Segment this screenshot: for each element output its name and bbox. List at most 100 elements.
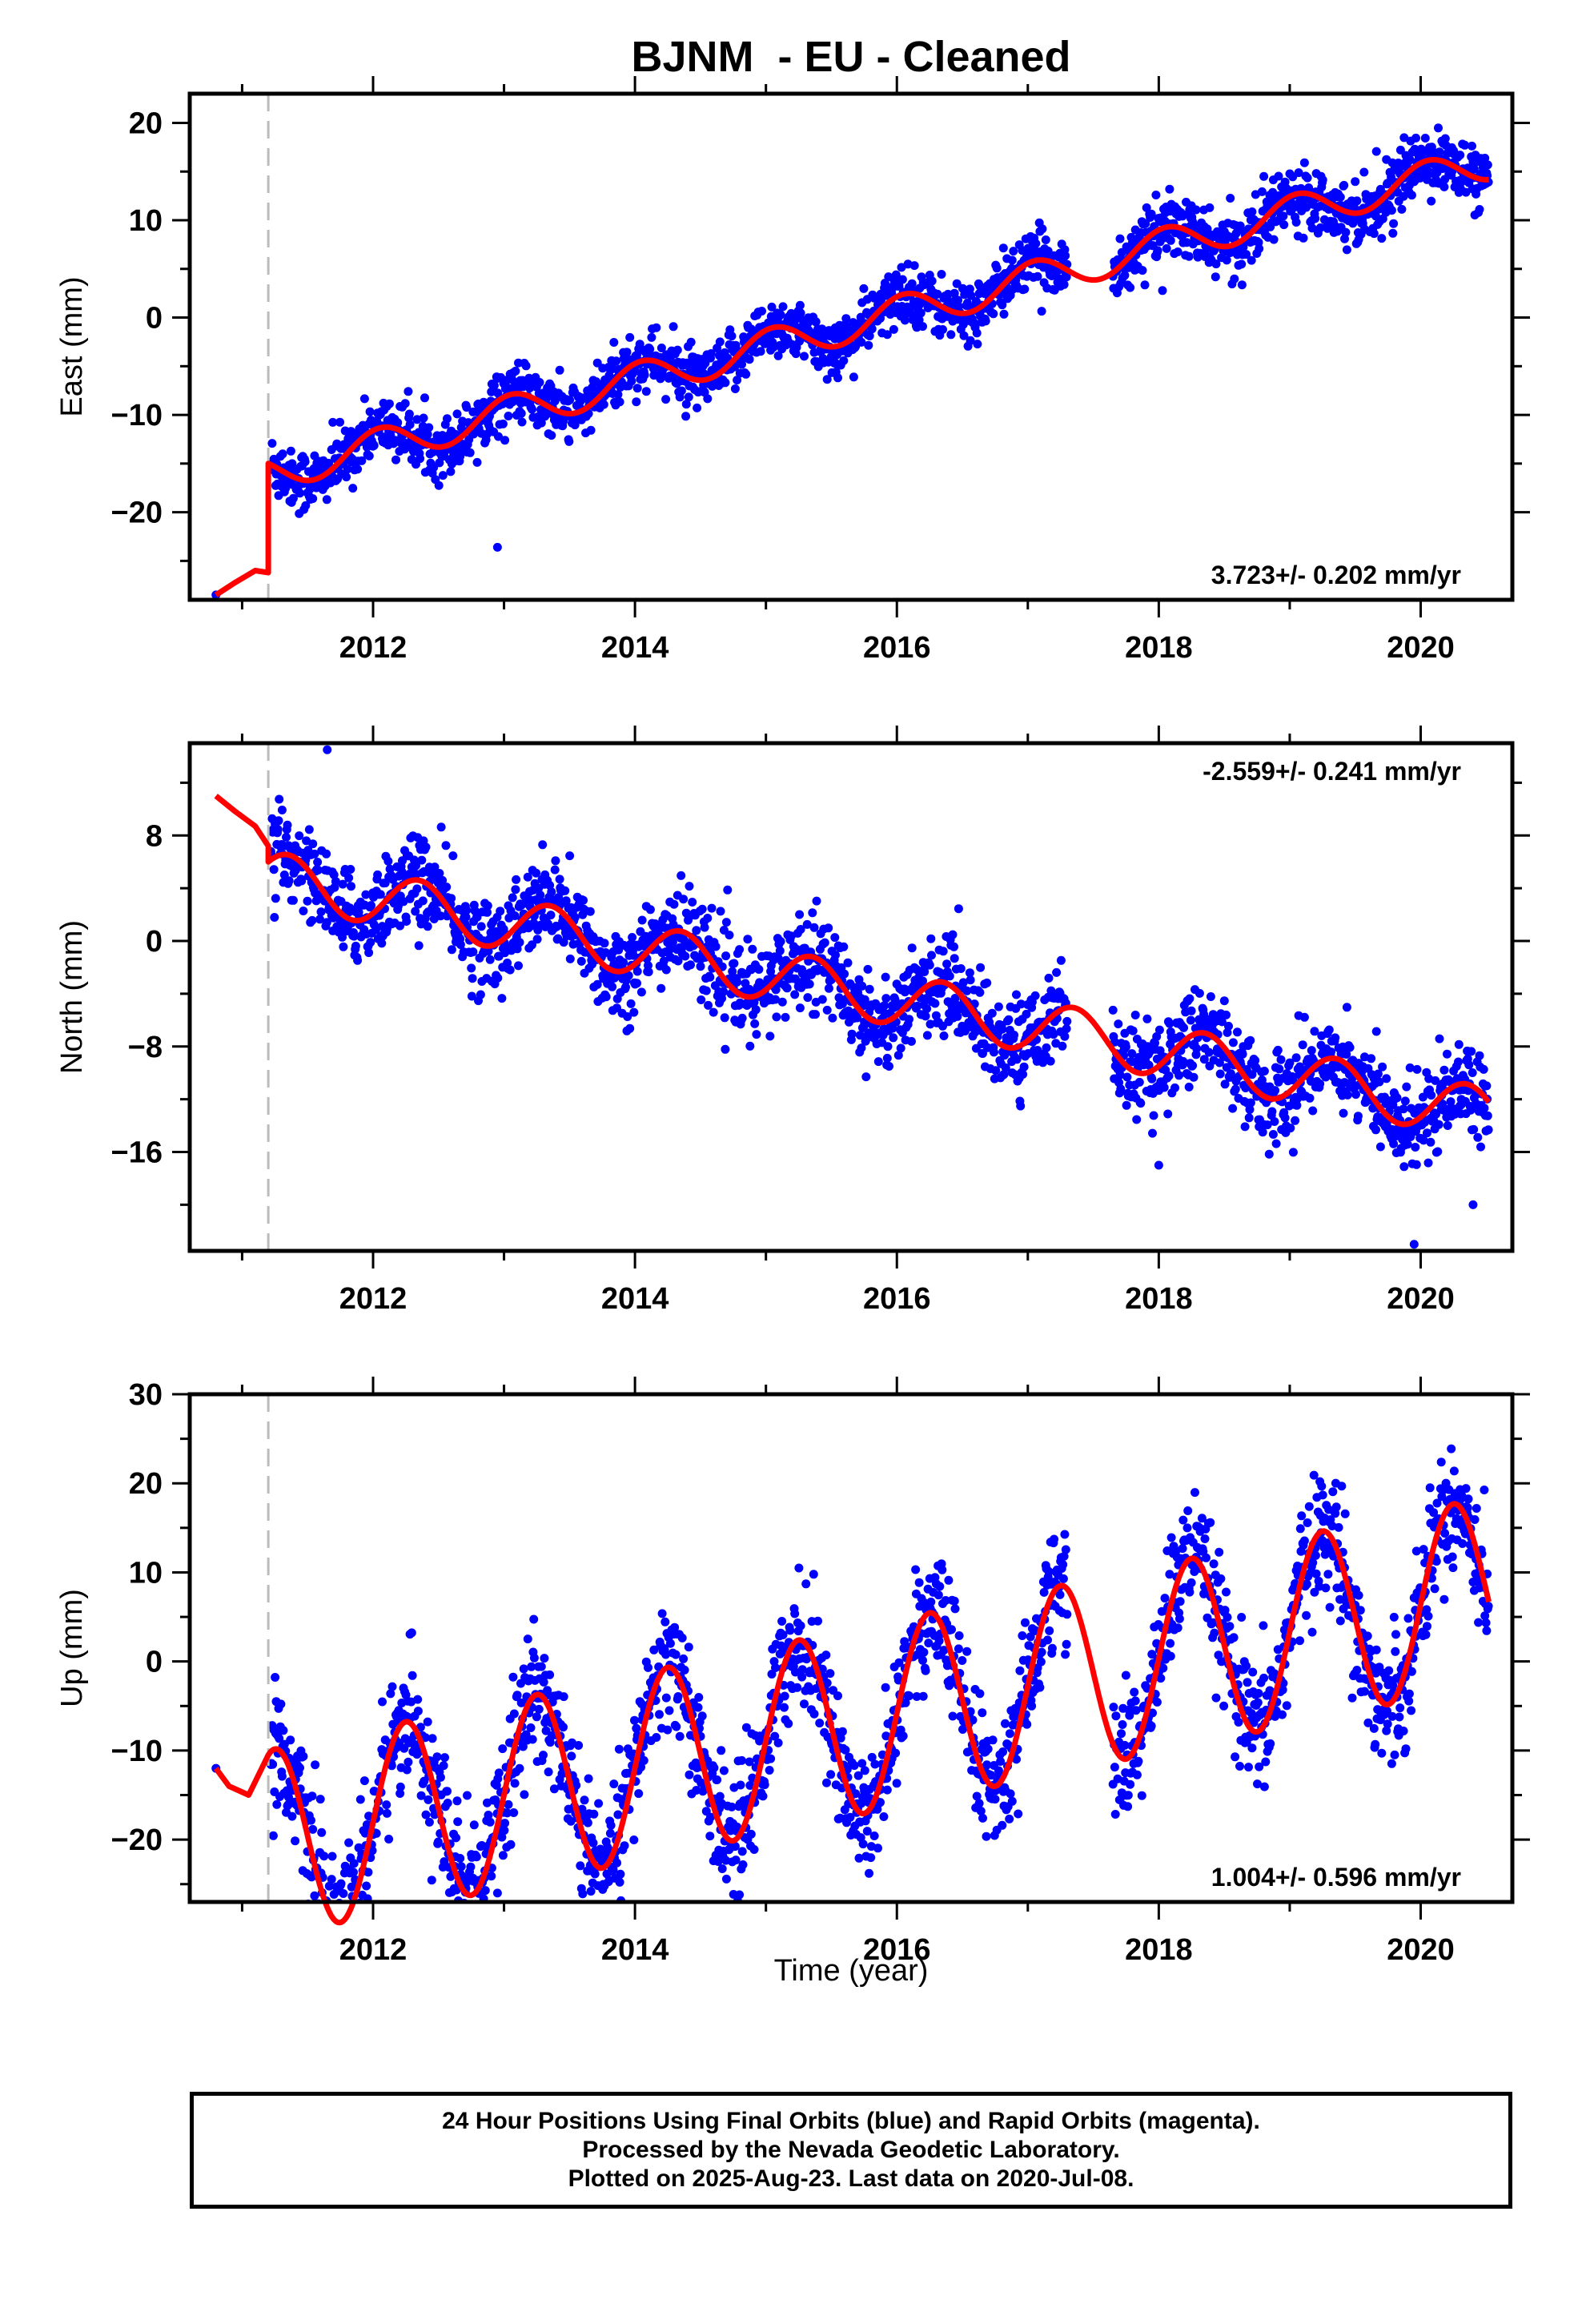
north-point <box>1403 1140 1412 1149</box>
east-point <box>308 494 318 504</box>
east-point <box>547 431 556 440</box>
up-point <box>672 1722 681 1731</box>
north-point <box>1010 1031 1019 1039</box>
up-point <box>719 1766 729 1775</box>
east-point <box>673 345 682 355</box>
north-point <box>795 910 805 919</box>
north-point <box>1339 1108 1348 1118</box>
east-point <box>857 337 866 347</box>
east-model-curve <box>214 157 1491 597</box>
north-point <box>942 959 952 969</box>
east-point <box>1009 247 1018 256</box>
up-point <box>736 1780 745 1790</box>
north-point <box>1144 1060 1154 1070</box>
up-point <box>532 1712 541 1722</box>
up-point <box>455 1908 464 1917</box>
east-point <box>295 489 304 498</box>
north-y-tick-label: 8 <box>146 819 163 853</box>
north-point <box>1001 1063 1010 1072</box>
east-point <box>472 457 482 467</box>
east-point <box>364 451 374 460</box>
north-point <box>1324 1025 1334 1035</box>
north-point <box>885 1062 893 1071</box>
north-point <box>965 968 974 978</box>
east-point <box>1237 280 1247 290</box>
east-y-tick-label: −20 <box>111 497 163 530</box>
north-point <box>802 919 812 929</box>
north-point <box>1115 1070 1125 1080</box>
north-point <box>765 1031 775 1041</box>
up-point <box>680 1665 689 1675</box>
east-point <box>891 270 901 279</box>
up-point <box>614 1744 624 1754</box>
north-point <box>1245 1105 1255 1114</box>
east-point <box>1247 255 1256 265</box>
up-point <box>336 1879 346 1888</box>
north-point <box>1433 1147 1443 1156</box>
north-point <box>303 896 312 906</box>
north-point <box>863 964 873 974</box>
north-point <box>950 942 958 951</box>
north-point <box>857 981 867 991</box>
north-point <box>1423 1128 1431 1138</box>
east-point <box>353 464 363 474</box>
north-point <box>939 1031 949 1040</box>
east-point <box>1237 259 1247 269</box>
up-point <box>458 1908 467 1917</box>
up-point <box>321 1933 330 1942</box>
up-point <box>559 1723 568 1732</box>
north-point <box>1412 1064 1422 1074</box>
up-point <box>580 1795 589 1805</box>
east-frame <box>187 91 1515 602</box>
east-point <box>1203 224 1212 234</box>
north-point <box>1475 1051 1484 1060</box>
north-point <box>532 935 542 944</box>
north-point <box>880 1001 889 1011</box>
east-point <box>1205 203 1215 212</box>
north-point <box>803 993 813 1003</box>
north-point <box>1244 1113 1254 1123</box>
north-point <box>1178 1056 1188 1066</box>
up-point <box>721 1874 731 1884</box>
east-point <box>1439 182 1449 191</box>
north-point <box>1174 1071 1184 1080</box>
up-point <box>348 1924 357 1933</box>
east-point <box>405 420 415 429</box>
north-point <box>322 918 331 927</box>
east-point <box>535 378 544 387</box>
east-point <box>1388 228 1398 238</box>
north-point <box>881 972 890 982</box>
north-point <box>703 914 713 923</box>
east-point <box>1480 154 1490 163</box>
north-point <box>1195 988 1204 998</box>
north-point <box>1464 1060 1474 1070</box>
up-point <box>574 1741 584 1750</box>
north-point <box>719 987 729 996</box>
up-point <box>307 1815 315 1825</box>
north-point <box>483 901 492 911</box>
east-point <box>965 284 974 294</box>
east-point <box>933 289 942 299</box>
east-point <box>1371 147 1381 156</box>
north-point <box>669 899 679 909</box>
east-point <box>946 330 956 340</box>
east-point <box>1291 218 1301 227</box>
north-point <box>1217 1017 1227 1027</box>
east-point <box>1299 233 1308 243</box>
east-point <box>622 348 632 357</box>
east-point <box>498 419 508 428</box>
east-point <box>322 495 331 505</box>
east-point <box>914 316 924 325</box>
east-point <box>778 302 788 312</box>
north-point <box>982 978 992 987</box>
up-point <box>785 1626 795 1635</box>
north-point <box>820 938 829 947</box>
east-y-tick-label: 20 <box>129 107 163 140</box>
east-point <box>1120 271 1130 280</box>
north-point <box>1046 1056 1055 1066</box>
up-point <box>428 1734 437 1743</box>
east-point <box>632 384 642 393</box>
north-point <box>1159 1083 1169 1092</box>
north-point <box>338 879 347 889</box>
